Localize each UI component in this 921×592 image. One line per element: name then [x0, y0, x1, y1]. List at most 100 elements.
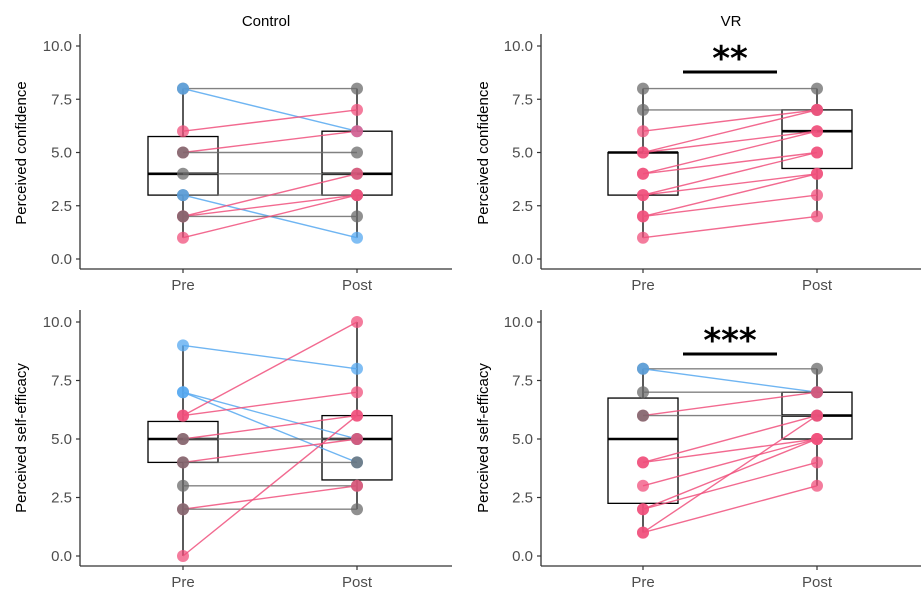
post-point [351, 363, 363, 375]
pair-line [183, 195, 357, 216]
post-point [351, 386, 363, 398]
pair-line [183, 345, 357, 368]
pre-point [637, 104, 649, 116]
y-tick-label: 7.5 [51, 91, 72, 108]
y-tick-label: 7.5 [51, 373, 72, 390]
pre-point [637, 363, 649, 375]
post-point [811, 125, 823, 137]
y-tick-label: 5.0 [512, 431, 533, 448]
pair-line [183, 486, 357, 509]
y-axis-title: Perceived confidence [13, 81, 30, 224]
post-point [351, 316, 363, 328]
x-tick-label: Post [802, 277, 833, 294]
pre-point [177, 125, 189, 137]
pre-point [177, 550, 189, 562]
post-point [351, 410, 363, 422]
pre-point [637, 503, 649, 515]
pre-point [637, 147, 649, 159]
pair-line [643, 369, 817, 392]
y-tick-label: 7.5 [512, 91, 533, 108]
box [782, 110, 852, 169]
panel-vr-confidence: VR Perceived confidence 0.0 2.5 5.0 7.5 10.0… [475, 13, 921, 294]
pair-line [643, 462, 817, 509]
pre-point [637, 480, 649, 492]
post-point [811, 410, 823, 422]
y-tick-label: 7.5 [512, 373, 533, 390]
pre-point [637, 168, 649, 180]
pre-point [177, 386, 189, 398]
post-point [351, 210, 363, 222]
post-point [811, 433, 823, 445]
pre-point [177, 147, 189, 159]
post-point [351, 147, 363, 159]
box [148, 137, 218, 196]
post-point [811, 386, 823, 398]
pair-line [183, 89, 357, 132]
panel-control-confidence: Control Perceived confidence 0.0 2.5 5.0 7.… [13, 13, 452, 294]
post-point [351, 189, 363, 201]
post-point [351, 480, 363, 492]
pre-point [177, 433, 189, 445]
pre-point [637, 125, 649, 137]
x-tick-label: Pre [631, 574, 654, 591]
pre-point [637, 527, 649, 539]
panel-control-self-efficacy: Perceived self-efficacy 0.02.55.07.510.0… [13, 310, 452, 591]
pre-point [177, 232, 189, 244]
pair-line [643, 110, 817, 131]
post-point [351, 104, 363, 116]
y-tick-label: 2.5 [51, 198, 72, 215]
y-tick-label: 2.5 [512, 198, 533, 215]
pair-line [643, 439, 817, 486]
pair-line [183, 322, 357, 416]
y-tick-label: 0.0 [51, 548, 72, 565]
post-point [811, 456, 823, 468]
y-tick-label: 2.5 [512, 490, 533, 507]
x-tick-label: Pre [171, 277, 194, 294]
post-point [351, 83, 363, 95]
post-point [351, 232, 363, 244]
y-tick-label: 2.5 [51, 490, 72, 507]
post-point [811, 147, 823, 159]
pair-line [643, 416, 817, 533]
pre-point [177, 83, 189, 95]
pre-point [637, 386, 649, 398]
y-tick-label: 0.0 [512, 548, 533, 565]
post-point [811, 480, 823, 492]
pre-point [177, 410, 189, 422]
significance-label: *** [703, 321, 757, 361]
x-tick-label: Post [342, 574, 373, 591]
pair-line [183, 439, 357, 462]
y-tick-label: 5.0 [51, 145, 72, 162]
pre-point [637, 410, 649, 422]
post-point [351, 125, 363, 137]
pre-point [177, 339, 189, 351]
pair-line [643, 392, 817, 415]
y-axis-title: Perceived self-efficacy [13, 363, 30, 513]
pre-point [177, 189, 189, 201]
pair-line [643, 486, 817, 533]
pre-point [177, 456, 189, 468]
post-point [811, 189, 823, 201]
post-point [351, 433, 363, 445]
pair-line [183, 392, 357, 415]
pre-point [177, 480, 189, 492]
y-tick-label: 10.0 [504, 314, 533, 331]
post-point [351, 168, 363, 180]
y-tick-label: 10.0 [504, 38, 533, 55]
pair-line [183, 131, 357, 152]
y-tick-label: 10.0 [43, 38, 72, 55]
box [322, 416, 392, 480]
pre-point [637, 232, 649, 244]
post-point [351, 456, 363, 468]
pair-line [183, 110, 357, 131]
pair-line [643, 195, 817, 216]
y-tick-label: 0.0 [51, 251, 72, 268]
pre-point [637, 83, 649, 95]
pair-line [183, 416, 357, 439]
pair-line [643, 131, 817, 152]
y-axis-title: Perceived confidence [475, 81, 492, 224]
panel-title: Control [242, 13, 290, 30]
box [322, 131, 392, 195]
pre-point [637, 210, 649, 222]
